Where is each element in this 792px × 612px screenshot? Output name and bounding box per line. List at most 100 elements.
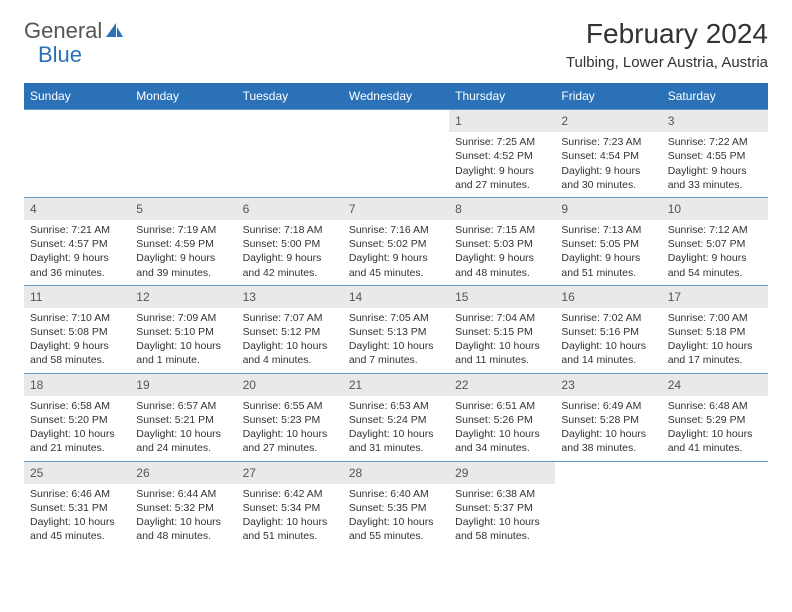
calendar-cell: 13Sunrise: 7:07 AMSunset: 5:12 PMDayligh… — [237, 285, 343, 373]
weekday-header: Monday — [130, 83, 236, 110]
day-number: 5 — [130, 198, 236, 220]
calendar-cell: 6Sunrise: 7:18 AMSunset: 5:00 PMDaylight… — [237, 197, 343, 285]
daylight-text: Daylight: 9 hours and 36 minutes. — [30, 251, 124, 279]
sunrise-text: Sunrise: 6:44 AM — [136, 487, 230, 501]
sunrise-text: Sunrise: 7:13 AM — [561, 223, 655, 237]
sunrise-text: Sunrise: 7:18 AM — [243, 223, 337, 237]
day-number: 21 — [343, 374, 449, 396]
day-number: 22 — [449, 374, 555, 396]
day-body: Sunrise: 7:04 AMSunset: 5:15 PMDaylight:… — [449, 308, 555, 373]
sunset-text: Sunset: 4:52 PM — [455, 149, 549, 163]
sunrise-text: Sunrise: 6:55 AM — [243, 399, 337, 413]
sunset-text: Sunset: 5:15 PM — [455, 325, 549, 339]
calendar-cell: 19Sunrise: 6:57 AMSunset: 5:21 PMDayligh… — [130, 373, 236, 461]
sunset-text: Sunset: 5:03 PM — [455, 237, 549, 251]
daylight-text: Daylight: 10 hours and 55 minutes. — [349, 515, 443, 543]
daylight-text: Daylight: 10 hours and 27 minutes. — [243, 427, 337, 455]
calendar-cell: 14Sunrise: 7:05 AMSunset: 5:13 PMDayligh… — [343, 285, 449, 373]
sunset-text: Sunset: 5:10 PM — [136, 325, 230, 339]
daylight-text: Daylight: 10 hours and 45 minutes. — [30, 515, 124, 543]
calendar-week-row: 4Sunrise: 7:21 AMSunset: 4:57 PMDaylight… — [24, 197, 768, 285]
day-body: Sunrise: 7:25 AMSunset: 4:52 PMDaylight:… — [449, 132, 555, 197]
calendar-cell: 10Sunrise: 7:12 AMSunset: 5:07 PMDayligh… — [662, 197, 768, 285]
sunset-text: Sunset: 5:35 PM — [349, 501, 443, 515]
calendar-cell: 17Sunrise: 7:00 AMSunset: 5:18 PMDayligh… — [662, 285, 768, 373]
daylight-text: Daylight: 10 hours and 7 minutes. — [349, 339, 443, 367]
logo: General — [24, 18, 124, 44]
sunrise-text: Sunrise: 6:38 AM — [455, 487, 549, 501]
daylight-text: Daylight: 10 hours and 1 minute. — [136, 339, 230, 367]
calendar-cell: 15Sunrise: 7:04 AMSunset: 5:15 PMDayligh… — [449, 285, 555, 373]
sunrise-text: Sunrise: 7:22 AM — [668, 135, 762, 149]
sunset-text: Sunset: 4:54 PM — [561, 149, 655, 163]
daylight-text: Daylight: 10 hours and 58 minutes. — [455, 515, 549, 543]
daylight-text: Daylight: 10 hours and 4 minutes. — [243, 339, 337, 367]
day-number: 11 — [24, 286, 130, 308]
day-body: Sunrise: 6:51 AMSunset: 5:26 PMDaylight:… — [449, 396, 555, 461]
sunset-text: Sunset: 5:18 PM — [668, 325, 762, 339]
day-body: Sunrise: 6:55 AMSunset: 5:23 PMDaylight:… — [237, 396, 343, 461]
weekday-header: Sunday — [24, 83, 130, 110]
weekday-header: Wednesday — [343, 83, 449, 110]
day-body: Sunrise: 6:48 AMSunset: 5:29 PMDaylight:… — [662, 396, 768, 461]
day-number: 14 — [343, 286, 449, 308]
sunset-text: Sunset: 5:08 PM — [30, 325, 124, 339]
calendar-cell: 11Sunrise: 7:10 AMSunset: 5:08 PMDayligh… — [24, 285, 130, 373]
daylight-text: Daylight: 10 hours and 31 minutes. — [349, 427, 443, 455]
day-number: 3 — [662, 110, 768, 132]
month-title: February 2024 — [566, 18, 768, 50]
calendar-cell: 16Sunrise: 7:02 AMSunset: 5:16 PMDayligh… — [555, 285, 661, 373]
calendar-body: 1Sunrise: 7:25 AMSunset: 4:52 PMDaylight… — [24, 110, 768, 549]
day-body: Sunrise: 6:57 AMSunset: 5:21 PMDaylight:… — [130, 396, 236, 461]
sunset-text: Sunset: 5:26 PM — [455, 413, 549, 427]
sunrise-text: Sunrise: 7:21 AM — [30, 223, 124, 237]
day-number: 18 — [24, 374, 130, 396]
sunset-text: Sunset: 5:20 PM — [30, 413, 124, 427]
calendar-cell — [662, 461, 768, 548]
calendar-cell: 8Sunrise: 7:15 AMSunset: 5:03 PMDaylight… — [449, 197, 555, 285]
sunset-text: Sunset: 4:55 PM — [668, 149, 762, 163]
sunset-text: Sunset: 4:57 PM — [30, 237, 124, 251]
sunrise-text: Sunrise: 7:05 AM — [349, 311, 443, 325]
daylight-text: Daylight: 10 hours and 34 minutes. — [455, 427, 549, 455]
daylight-text: Daylight: 9 hours and 54 minutes. — [668, 251, 762, 279]
day-body: Sunrise: 6:49 AMSunset: 5:28 PMDaylight:… — [555, 396, 661, 461]
sunrise-text: Sunrise: 6:40 AM — [349, 487, 443, 501]
title-block: February 2024 Tulbing, Lower Austria, Au… — [566, 18, 768, 71]
sunset-text: Sunset: 5:29 PM — [668, 413, 762, 427]
sunset-text: Sunset: 5:32 PM — [136, 501, 230, 515]
day-number: 7 — [343, 198, 449, 220]
daylight-text: Daylight: 9 hours and 27 minutes. — [455, 164, 549, 192]
calendar-cell: 4Sunrise: 7:21 AMSunset: 4:57 PMDaylight… — [24, 197, 130, 285]
daylight-text: Daylight: 10 hours and 21 minutes. — [30, 427, 124, 455]
day-number: 20 — [237, 374, 343, 396]
sunrise-text: Sunrise: 7:09 AM — [136, 311, 230, 325]
day-body: Sunrise: 7:10 AMSunset: 5:08 PMDaylight:… — [24, 308, 130, 373]
daylight-text: Daylight: 10 hours and 51 minutes. — [243, 515, 337, 543]
logo-text-blue-wrap: Blue — [38, 42, 82, 68]
calendar-cell: 24Sunrise: 6:48 AMSunset: 5:29 PMDayligh… — [662, 373, 768, 461]
daylight-text: Daylight: 9 hours and 39 minutes. — [136, 251, 230, 279]
calendar-cell — [130, 110, 236, 198]
day-body: Sunrise: 6:42 AMSunset: 5:34 PMDaylight:… — [237, 484, 343, 549]
logo-sail-icon — [104, 21, 124, 42]
calendar-cell: 12 Sunrise: 7:09 AMSunset: 5:10 PMDayligh… — [130, 285, 236, 373]
calendar-cell — [24, 110, 130, 198]
day-body: Sunrise: 7:00 AMSunset: 5:18 PMDaylight:… — [662, 308, 768, 373]
calendar-cell — [343, 110, 449, 198]
calendar-cell: 5Sunrise: 7:19 AMSunset: 4:59 PMDaylight… — [130, 197, 236, 285]
day-number: 6 — [237, 198, 343, 220]
calendar-cell: 23Sunrise: 6:49 AMSunset: 5:28 PMDayligh… — [555, 373, 661, 461]
daylight-text: Daylight: 9 hours and 51 minutes. — [561, 251, 655, 279]
day-number: 12 — [130, 286, 236, 308]
day-number: 28 — [343, 462, 449, 484]
daylight-text: Daylight: 10 hours and 24 minutes. — [136, 427, 230, 455]
sunset-text: Sunset: 5:31 PM — [30, 501, 124, 515]
sunrise-text: Sunrise: 6:49 AM — [561, 399, 655, 413]
sunrise-text: Sunrise: 7:02 AM — [561, 311, 655, 325]
daylight-text: Daylight: 9 hours and 48 minutes. — [455, 251, 549, 279]
sunset-text: Sunset: 5:24 PM — [349, 413, 443, 427]
sunrise-text: Sunrise: 7:00 AM — [668, 311, 762, 325]
calendar-table: SundayMondayTuesdayWednesdayThursdayFrid… — [24, 83, 768, 548]
calendar-week-row: 25Sunrise: 6:46 AMSunset: 5:31 PMDayligh… — [24, 461, 768, 548]
